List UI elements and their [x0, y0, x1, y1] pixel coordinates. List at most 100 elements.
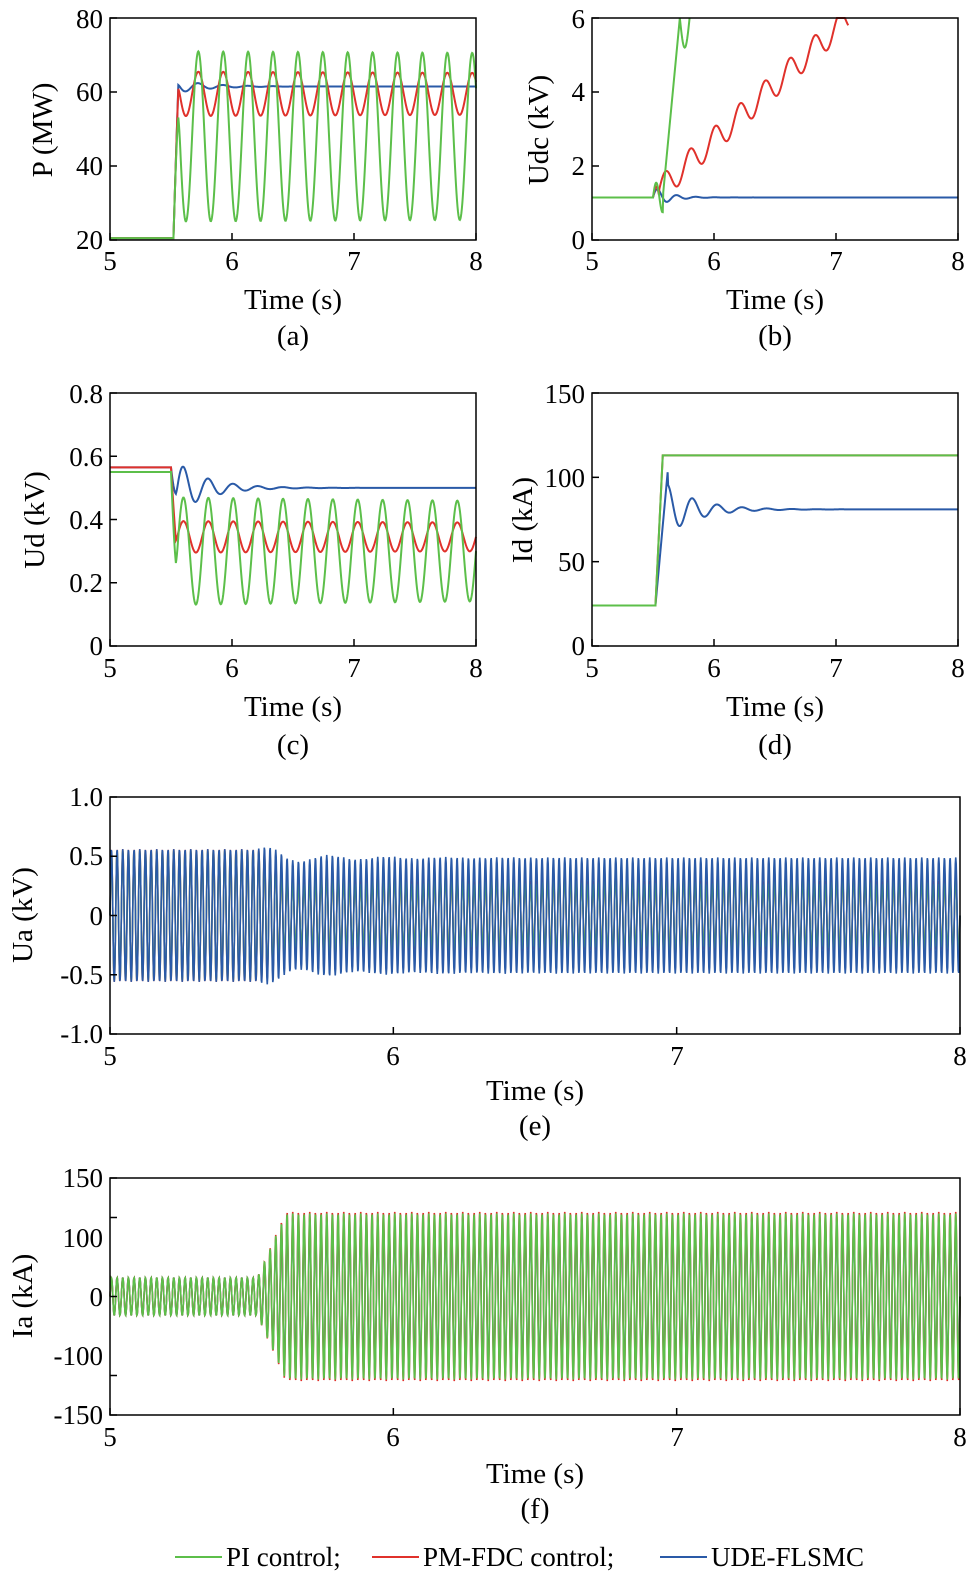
y-tick-label: -0.5: [60, 960, 103, 990]
x-tick-label: 8: [951, 653, 965, 683]
x-tick-labels: 5 6 7 8: [103, 246, 483, 276]
x-tick-label: 5: [103, 1422, 117, 1452]
panel-b: 0 2 4 6 5 6 7 8 Time (s) (b) Udc (kV): [523, 4, 965, 352]
series-line-pm-fdc-control: [110, 466, 477, 554]
x-axis-label: Time (s): [244, 691, 342, 723]
x-tick-label: 5: [585, 246, 599, 276]
y-tick-labels: 0 0.2 0.4 0.6 0.8: [69, 379, 103, 661]
x-tick-labels: 5 6 7 8: [103, 653, 483, 683]
y-tick-label: 0.2: [69, 568, 103, 598]
y-tick-label: 0: [90, 901, 104, 931]
y-tick-label: -100: [54, 1341, 104, 1371]
legend-label-pi: PI control;: [226, 1542, 341, 1572]
y-tick-label: 0.5: [69, 841, 103, 871]
y-tick-label: 100: [63, 1223, 104, 1253]
y-tick-label: 6: [572, 4, 586, 34]
x-tick-label: 8: [953, 1041, 967, 1071]
panel-caption: (d): [758, 729, 792, 761]
plot-frame: [591, 17, 959, 241]
series-line-ude-flsmc: [592, 188, 958, 203]
x-tick-labels: 5 6 7 8: [585, 246, 965, 276]
panel-caption: (e): [519, 1110, 551, 1142]
series-line-pi-control: [109, 1213, 961, 1380]
x-tick-labels: 5 6 7 8: [103, 1041, 967, 1071]
x-tick-label: 6: [225, 653, 239, 683]
y-tick-label: 0: [90, 631, 104, 661]
x-axis-label: Time (s): [726, 284, 824, 316]
series-line-pi-control: [592, 17, 691, 214]
x-tick-label: 8: [953, 1422, 967, 1452]
x-tick-label: 7: [829, 246, 843, 276]
x-tick-label: 6: [386, 1422, 400, 1452]
panel-caption: (c): [277, 729, 309, 761]
series-line-pm-fdc-control: [592, 454, 958, 607]
y-tick-label: 0.6: [69, 442, 103, 472]
y-tick-label: 0: [572, 225, 586, 255]
series-line-pi-control: [592, 454, 958, 607]
y-tick-label: 80: [76, 4, 103, 34]
x-tick-labels: 5 6 7 8: [103, 1422, 967, 1452]
x-tick-label: 7: [670, 1041, 684, 1071]
y-tick-label: 0.8: [69, 379, 103, 409]
x-tick-labels: 5 6 7 8: [585, 653, 965, 683]
y-tick-label: 60: [76, 77, 103, 107]
y-tick-label: 4: [572, 77, 586, 107]
x-tick-label: 5: [103, 653, 117, 683]
plot-frame: [109, 392, 477, 647]
panel-caption: (f): [521, 1493, 550, 1525]
y-tick-label: 0: [572, 631, 586, 661]
x-axis-label: Time (s): [726, 691, 824, 723]
panel-d: 0 50 100 150 5 6 7 8 Time (s) (d) Id (kA…: [507, 379, 965, 761]
x-tick-label: 6: [386, 1041, 400, 1071]
y-tick-labels: 0 50 100 150: [545, 379, 586, 661]
y-tick-label: 2: [572, 151, 586, 181]
panel-caption: (a): [277, 320, 309, 352]
panel-a: 20 40 60 80 5 6 7 8 Time (s) (a) P (MW): [27, 4, 483, 352]
legend: PI control; PM-FDC control; UDE-FLSMC: [175, 1542, 864, 1572]
y-tick-label: 0.4: [69, 505, 103, 535]
legend-label-pmfdc: PM-FDC control;: [423, 1542, 614, 1572]
series-line-pi-control: [110, 49, 477, 240]
series-line-ude-flsmc: [592, 472, 958, 607]
x-tick-label: 7: [347, 653, 361, 683]
x-tick-label: 6: [707, 653, 721, 683]
y-tick-label: 150: [63, 1163, 104, 1193]
x-tick-label: 7: [347, 246, 361, 276]
y-tick-label: 0: [90, 1282, 104, 1312]
y-axis-label: Udc (kV): [523, 75, 555, 185]
x-axis-label: Time (s): [244, 284, 342, 316]
series-line-ude-flsmc: [109, 847, 961, 985]
y-axis-label: Ua (kV): [7, 867, 39, 963]
y-tick-label: 100: [545, 463, 586, 493]
y-axis-label: Ia (kA): [7, 1254, 39, 1339]
plot-frame: [109, 17, 477, 241]
y-tick-labels: -1.0 -0.5 0 0.5 1.0: [60, 782, 103, 1049]
x-tick-label: 8: [469, 246, 483, 276]
x-tick-label: 5: [103, 246, 117, 276]
legend-label-ude: UDE-FLSMC: [711, 1542, 864, 1572]
x-tick-label: 8: [951, 246, 965, 276]
x-tick-label: 6: [707, 246, 721, 276]
plot-frame: [591, 392, 959, 647]
y-tick-label: 150: [545, 379, 586, 409]
y-tick-label: 20: [76, 225, 103, 255]
x-tick-label: 6: [225, 246, 239, 276]
y-tick-label: -150: [54, 1400, 104, 1430]
panel-c: 0 0.2 0.4 0.6 0.8 5 6 7 8 Time (s) (c) U…: [19, 379, 483, 761]
y-tick-label: -1.0: [60, 1019, 103, 1049]
y-tick-label: 1.0: [69, 782, 103, 812]
x-axis-label: Time (s): [486, 1075, 584, 1107]
x-axis-label: Time (s): [486, 1458, 584, 1490]
y-axis-label: P (MW): [27, 83, 59, 178]
y-axis-label: Id (kA): [507, 477, 539, 563]
y-tick-labels: -150 -100 0 100 150: [54, 1163, 104, 1430]
y-tick-labels: 20 40 60 80: [76, 4, 103, 255]
series-line-pm-fdc-control: [592, 17, 850, 199]
series-line-pi-control: [110, 471, 477, 606]
x-tick-label: 5: [103, 1041, 117, 1071]
y-tick-labels: 0 2 4 6: [572, 4, 586, 255]
panel-e: -1.0 -0.5 0 0.5 1.0 5 6 7 8 Time (s) (e)…: [7, 782, 967, 1142]
y-tick-label: 50: [558, 547, 585, 577]
x-tick-label: 8: [469, 653, 483, 683]
x-tick-label: 7: [829, 653, 843, 683]
